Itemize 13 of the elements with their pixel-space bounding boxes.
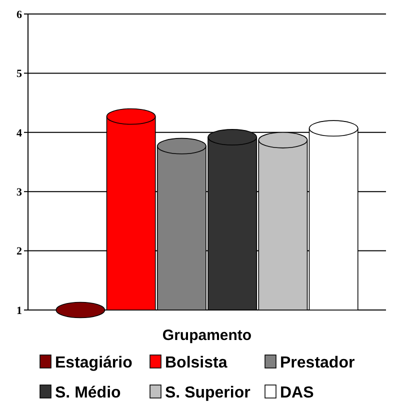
- y-tick-label: 3: [16, 186, 22, 198]
- y-tick-label: 2: [16, 246, 22, 258]
- legend-label: Prestador: [280, 354, 355, 372]
- y-tick-label: 6: [16, 8, 22, 21]
- y-tick-label: 4: [16, 127, 22, 140]
- x-axis-title: Grupamento: [162, 327, 252, 344]
- legend-label: S. Médio: [55, 384, 122, 402]
- y-tick-label: 1: [16, 304, 22, 317]
- legend-label: DAS: [280, 384, 314, 402]
- legend-label: Bolsista: [165, 354, 228, 372]
- legend-label: Estagiário: [55, 354, 133, 372]
- y-tick-label: 5: [16, 68, 22, 80]
- legend-label: S. Superior: [165, 384, 250, 402]
